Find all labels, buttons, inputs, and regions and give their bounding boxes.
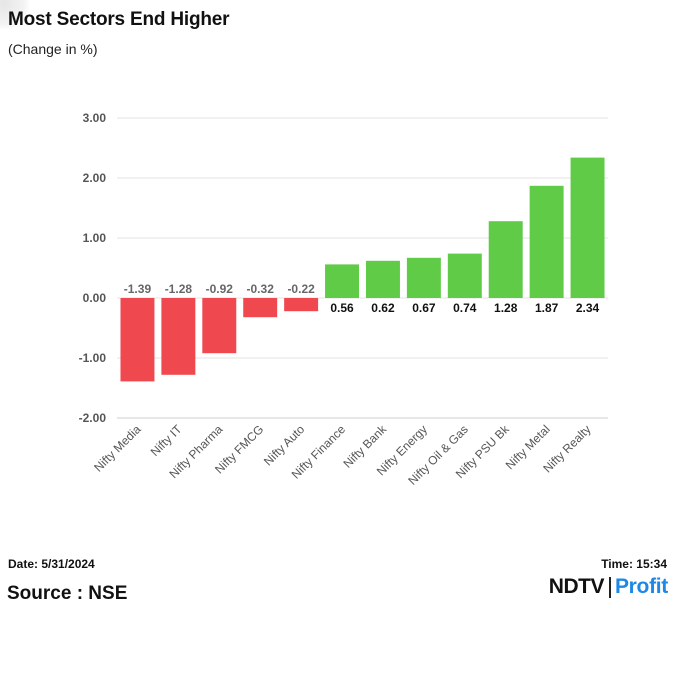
brand-separator: [608, 576, 611, 598]
data-label: 2.34: [576, 301, 600, 315]
data-label: 1.87: [535, 301, 559, 315]
y-tick-label: 0.00: [83, 291, 107, 305]
data-label: 0.62: [371, 301, 395, 315]
x-tick-label: Nifty Media: [91, 422, 144, 475]
data-label: -1.28: [165, 282, 193, 296]
bar: [161, 298, 196, 375]
time-label: Time: 15:34: [601, 557, 667, 571]
chart-subtitle: (Change in %): [8, 41, 98, 57]
bar: [325, 264, 360, 298]
data-label: 0.74: [453, 301, 477, 315]
bar: [365, 260, 400, 298]
ndtv-profit-logo: NDTV Profit: [548, 575, 669, 599]
data-label: 0.56: [330, 301, 354, 315]
x-tick-label: Nifty IT: [148, 422, 185, 459]
bar: [488, 221, 523, 298]
bar: [447, 253, 482, 298]
y-tick-label: -1.00: [79, 351, 107, 365]
bar: [570, 157, 605, 298]
brand-profit-text: Profit: [614, 575, 668, 598]
bar: [284, 298, 319, 312]
data-label: -0.32: [247, 282, 275, 296]
brand-ndtv-text: NDTV: [548, 575, 605, 598]
data-label: 0.67: [412, 301, 436, 315]
source-label: Source : NSE: [7, 583, 128, 604]
bar: [202, 298, 237, 354]
date-label: Date: 5/31/2024: [8, 557, 95, 571]
data-label: 1.28: [494, 301, 518, 315]
chart-title: Most Sectors End Higher: [8, 9, 230, 30]
y-tick-label: -2.00: [79, 411, 107, 425]
bar-chart: 3.00 2.00 1.00 0.00 -1.00 -2.00 -1.39 Nifty Med…: [79, 111, 608, 488]
bar: [529, 185, 564, 298]
y-tick-label: 2.00: [83, 171, 107, 185]
y-tick-label: 1.00: [83, 231, 107, 245]
bar: [120, 298, 155, 382]
bar: [406, 257, 441, 298]
bar: [243, 298, 278, 318]
data-label: -0.92: [206, 282, 234, 296]
data-label: -1.39: [124, 282, 152, 296]
y-tick-label: 3.00: [83, 111, 107, 125]
data-label: -0.22: [287, 282, 315, 296]
